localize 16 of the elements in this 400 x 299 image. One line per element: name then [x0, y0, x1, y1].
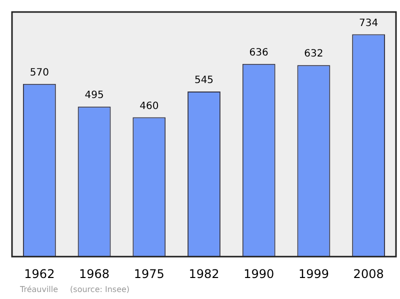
data-label: 570 — [30, 68, 49, 79]
x-tick-label: 2008 — [353, 266, 384, 281]
data-label: 632 — [304, 48, 324, 60]
data-label: 460 — [140, 100, 159, 112]
x-tick-label: 1999 — [298, 266, 329, 281]
x-tick-label: 1962 — [24, 266, 55, 281]
x-tick-label: 1975 — [134, 266, 164, 281]
data-label: 495 — [84, 90, 104, 102]
data-label: 636 — [249, 48, 268, 59]
data-label: 734 — [359, 18, 378, 29]
text: (source: Insee) — [70, 285, 130, 294]
x-tick-label: 1982 — [188, 266, 220, 281]
x-tick-label: 1968 — [79, 266, 110, 281]
x-tick-label: 1990 — [244, 266, 274, 281]
data-label: 545 — [194, 75, 214, 86]
text: Tréauville — [20, 285, 58, 294]
